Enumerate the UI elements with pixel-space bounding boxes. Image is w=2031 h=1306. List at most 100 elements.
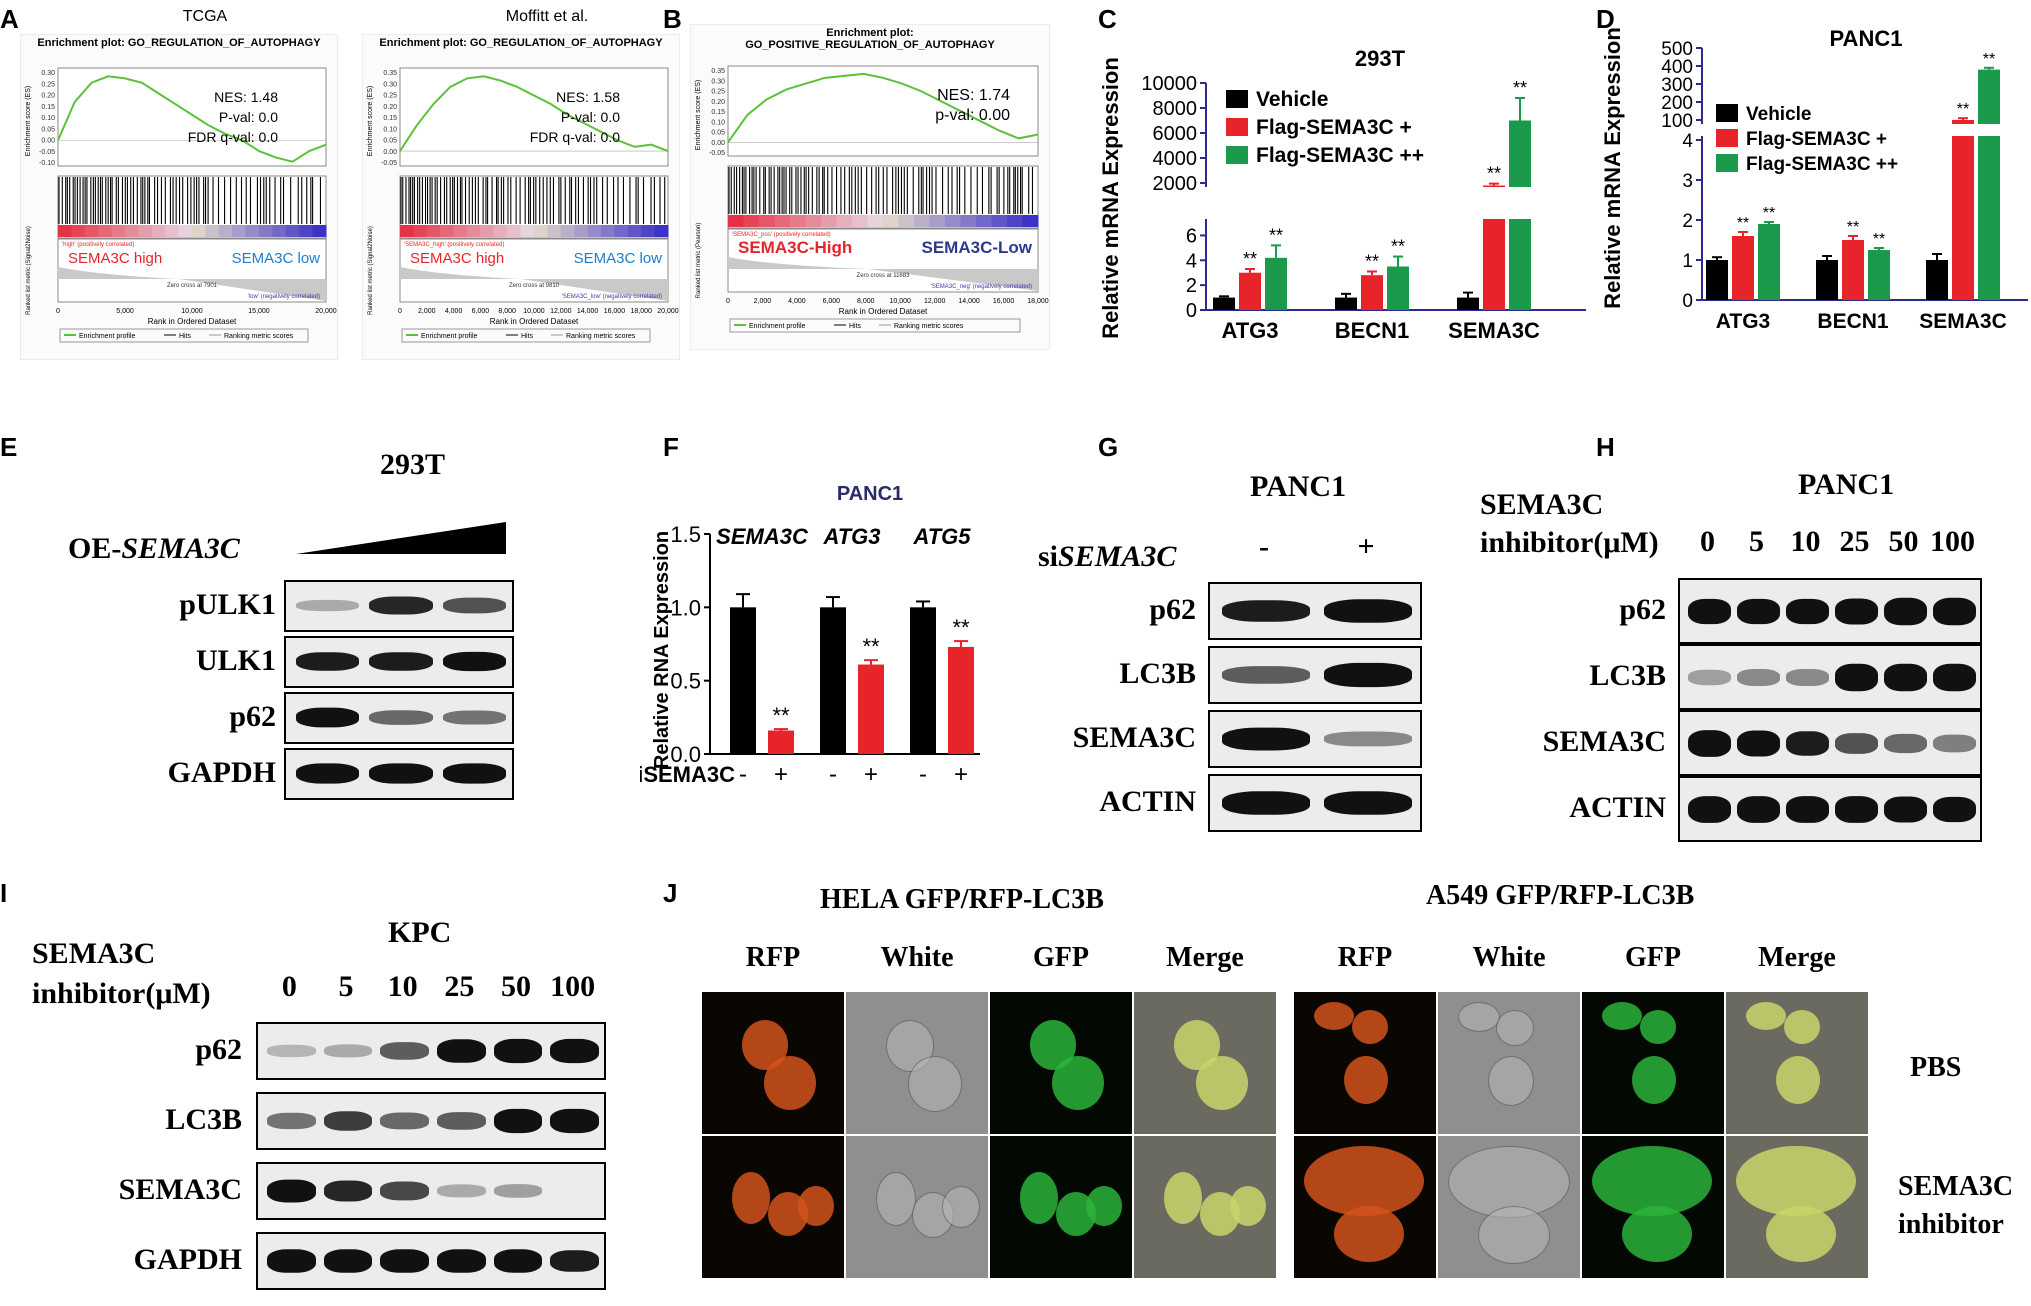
micrograph-cell <box>1352 1010 1388 1044</box>
gsea-legend-hits: Hits <box>521 333 534 340</box>
gsea-ytick: 0.10 <box>383 126 397 133</box>
gsea-low-label: SEMA3C-Low <box>922 238 1033 257</box>
gsea-ytick: 0.00 <box>711 140 725 147</box>
gsea-ytick: 0.25 <box>711 89 725 96</box>
gsea-enrichment-curve <box>399 75 669 152</box>
blot-band <box>1835 598 1878 624</box>
gsea-rank-bar-segment <box>272 225 287 237</box>
group-label: SEMA3C <box>716 524 809 549</box>
blot-i-treatment-line2: inhibitor(μM) <box>32 977 211 1010</box>
blot-membrane <box>284 636 514 688</box>
blot-lane-label: 5 <box>338 970 354 1003</box>
gsea-rank-bar-segment <box>165 225 180 237</box>
blot-band <box>1324 663 1412 687</box>
gsea-ytick: 0.15 <box>383 115 397 122</box>
blot-lane-label: 25 <box>444 970 475 1003</box>
sig-marker: ** <box>1957 101 1969 118</box>
legend-label: Flag-SEMA3C ++ <box>1256 144 1424 167</box>
bar <box>1706 260 1728 300</box>
blot-band <box>550 1109 600 1133</box>
blot-band <box>1737 730 1780 756</box>
bar <box>1732 236 1754 300</box>
blot-band <box>323 1180 373 1202</box>
gsea-enrichment-curve <box>727 72 1039 143</box>
gsea-xtick: 12,000 <box>550 308 572 315</box>
blot-band <box>323 1111 373 1131</box>
blot-band <box>493 1249 543 1273</box>
bar <box>910 607 936 754</box>
blot-row-label: GAPDH <box>167 756 276 789</box>
gsea-ytick: 0.25 <box>41 81 55 88</box>
gsea-pval: P-val: 0.0 <box>219 109 278 125</box>
blot-band <box>1222 600 1310 622</box>
micrograph-cell <box>764 1056 816 1110</box>
gsea-rank-bar-segment <box>867 215 884 227</box>
gsea-rank-bar-segment <box>574 225 589 237</box>
micrograph-cell <box>1496 1010 1534 1046</box>
chart-tick-label: 0 <box>1186 300 1197 322</box>
blot-row-label: SEMA3C <box>1542 725 1666 758</box>
blot-band <box>1737 598 1780 624</box>
gsea-rank-bar-segment <box>898 215 915 227</box>
category-label: - <box>919 761 927 788</box>
gsea-zero-cross: Zero cross at 7901 <box>167 283 218 289</box>
micrograph-cell <box>1478 1206 1550 1264</box>
blot-band <box>1835 732 1878 754</box>
blot-h-treatment-line1: SEMA3C <box>1480 488 1604 521</box>
gsea-ytick: 0.05 <box>711 130 725 137</box>
blot-row-label: ULK1 <box>195 644 276 677</box>
bar <box>1361 275 1383 310</box>
blot-band <box>442 598 506 614</box>
sig-marker: ** <box>1847 219 1859 236</box>
legend-label: Flag-SEMA3C ++ <box>1746 154 1898 175</box>
gsea-xtick: 14,000 <box>958 298 980 305</box>
blot-i-title: KPC <box>388 916 452 949</box>
blot-row-label: p62 <box>229 700 276 733</box>
gsea-rank-bar-segment <box>560 225 575 237</box>
chart-tick-label: 400 <box>1661 57 1693 78</box>
j-row-label-pbs: PBS <box>1910 1052 1962 1083</box>
micrograph <box>1726 1136 1868 1278</box>
j-hela-title: HELA GFP/RFP-LC3B <box>820 884 1104 915</box>
sig-marker: ** <box>952 615 970 640</box>
micrograph-cell <box>1314 1002 1354 1030</box>
chart-tick-label: 2 <box>1186 275 1197 297</box>
sig-marker: ** <box>1269 225 1283 245</box>
gsea-rank-bar-segment <box>836 215 853 227</box>
gsea-rank-bar-segment <box>976 215 992 227</box>
blot-band <box>266 1249 316 1273</box>
gsea-ytick: 0.05 <box>41 126 55 133</box>
blot-band <box>1933 597 1976 625</box>
blot-band <box>296 763 360 785</box>
chart-xlabel: siSEMA3C <box>640 762 735 787</box>
gsea-rank-bar-segment <box>232 225 247 237</box>
gsea-rank-bar-segment <box>641 225 656 237</box>
gsea-ytick: 0.15 <box>711 109 725 116</box>
gsea-ytick: 0.25 <box>383 93 397 100</box>
gsea-es-frame <box>727 65 1039 157</box>
gsea-rank-bar-segment <box>58 225 72 237</box>
panel-letter-f: F <box>663 432 679 462</box>
blot-band <box>550 1039 600 1063</box>
gsea-ylabel: Enrichment score (ES) <box>25 86 32 156</box>
bar <box>1868 250 1890 300</box>
blot-band <box>1933 796 1976 822</box>
bar <box>1816 260 1838 300</box>
gsea-xtick: 4,000 <box>445 308 463 315</box>
gsea-ytick: -0.10 <box>39 160 55 167</box>
blot-band <box>1688 669 1731 685</box>
gsea-rank-bar-segment <box>774 215 791 227</box>
blot-membrane <box>1208 774 1422 832</box>
gsea-title: GO_POSITIVE_REGULATION_OF_AUTOPHAGY <box>745 39 995 51</box>
category-label: BECN1 <box>1335 318 1410 343</box>
gsea-ylabel: Enrichment score (ES) <box>367 86 374 156</box>
blot-row-label: LC3B <box>1589 659 1666 692</box>
micrograph-cell <box>1458 1002 1500 1032</box>
chart-tick-label: 4 <box>1682 131 1693 152</box>
gsea-zero-cross: Zero cross at 11683 <box>857 273 911 279</box>
micrograph <box>846 1136 988 1278</box>
blot-band <box>296 652 360 672</box>
gsea-low-label: SEMA3C low <box>574 250 663 267</box>
blot-band <box>266 1112 316 1129</box>
blot-band <box>1324 791 1412 815</box>
